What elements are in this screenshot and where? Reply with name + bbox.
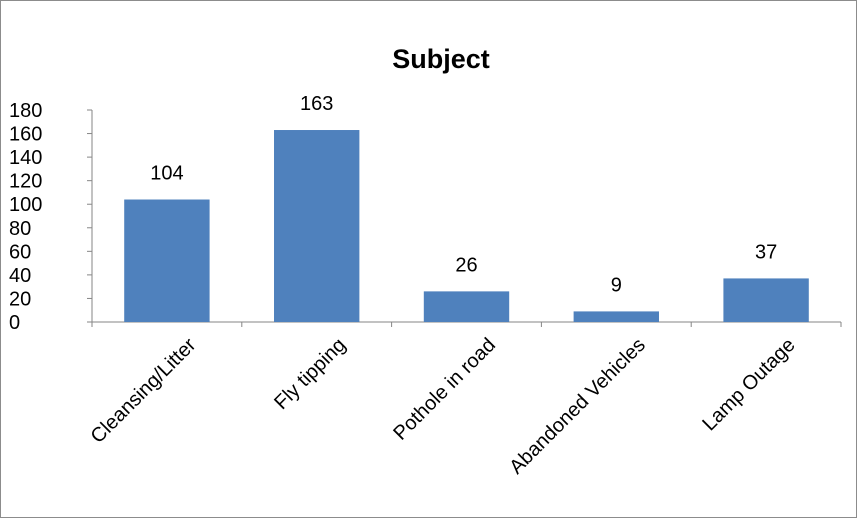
category-labels-group: Cleansing/Litter Fly tipping Pothole in ro… (87, 334, 800, 479)
y-tick-label: 140 (9, 147, 42, 169)
value-label: 9 (611, 274, 622, 296)
bars-group (124, 130, 809, 322)
y-tick-label: 160 (9, 124, 42, 146)
value-labels-group: 104 163 26 9 37 (150, 93, 777, 296)
y-tick-label: 180 (9, 100, 42, 122)
chart-title: Subject (392, 44, 490, 74)
bar-pothole-in-road (423, 291, 510, 322)
bar-cleansing-litter (124, 199, 210, 322)
value-label: 26 (455, 254, 477, 276)
y-tick-label: 100 (9, 194, 42, 216)
value-label: 163 (300, 93, 333, 115)
category-label: Pothole in road (389, 334, 500, 445)
y-tick-label: 40 (9, 265, 31, 287)
value-label: 37 (755, 241, 777, 263)
y-tick-label: 0 (9, 312, 20, 334)
bar-abandoned-vehicles (573, 311, 659, 322)
category-label: Cleansing/Litter (87, 334, 201, 448)
y-tick-label: 120 (9, 171, 42, 193)
bar-fly-tipping (274, 130, 360, 322)
y-tick-label: 20 (9, 288, 31, 310)
y-tick-label: 60 (9, 241, 31, 263)
y-tick-label: 80 (9, 218, 31, 240)
category-label: Lamp Outage (698, 334, 799, 435)
value-label: 104 (150, 163, 183, 185)
category-label: Abandoned Vehicles (505, 334, 650, 479)
category-label: Fly tipping (270, 334, 350, 414)
bar-lamp-outage (723, 278, 809, 322)
